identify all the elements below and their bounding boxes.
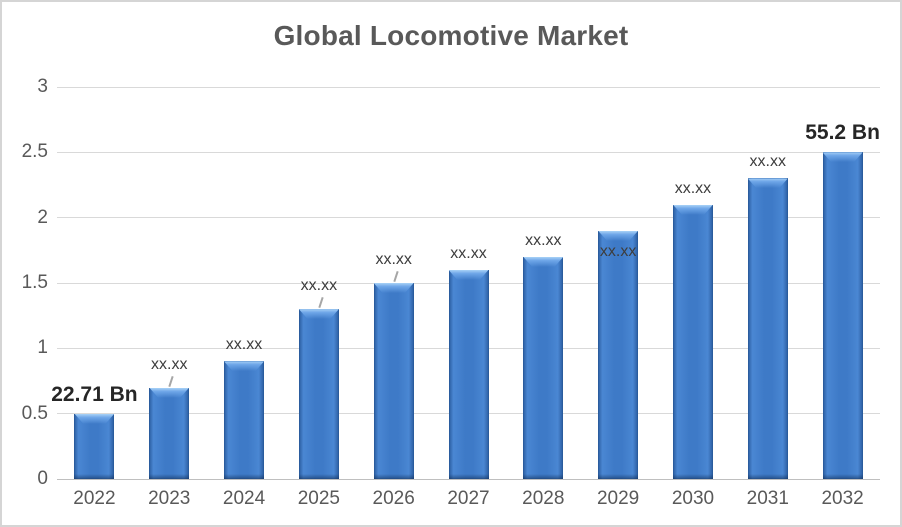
data-label-2028: xx.xx — [525, 231, 562, 249]
x-axis-label-2027: 2027 — [447, 488, 490, 509]
y-axis-tick-label: 1.5 — [21, 272, 48, 293]
x-axis-label-2029: 2029 — [596, 488, 640, 509]
bar-2026 — [373, 283, 414, 479]
bar-2025 — [298, 309, 339, 479]
x-axis-label-2026: 2026 — [372, 488, 415, 509]
gridline-y-3 — [57, 86, 880, 88]
bar-2030 — [672, 204, 713, 480]
bar-2032 — [822, 152, 863, 479]
data-label-2030: xx.xx — [674, 179, 712, 197]
data-label-2026: xx.xx — [375, 251, 412, 268]
data-label-2025: xx.xx — [300, 277, 338, 295]
data-label-2031: xx.xx — [749, 153, 786, 171]
y-axis-tick-label: 2 — [37, 206, 48, 228]
bar-2023 — [149, 387, 190, 480]
y-axis-tick-label: 3 — [37, 76, 48, 97]
bar-2022 — [74, 413, 115, 480]
bar-2027 — [448, 269, 489, 480]
label-leader-line-2025 — [318, 297, 324, 309]
x-axis-label-2028: 2028 — [522, 488, 565, 509]
x-axis-label-2022: 2022 — [73, 488, 116, 509]
x-axis-label-2031: 2031 — [746, 488, 789, 509]
y-axis-tick-label: 0 — [37, 468, 48, 489]
data-label-2029: xx.xx — [599, 242, 637, 260]
x-axis-label-2023: 2023 — [148, 488, 191, 509]
x-axis-label-2024: 2024 — [222, 488, 266, 509]
x-axis-label-2030: 2030 — [671, 488, 715, 509]
x-axis-label-2032: 2032 — [821, 488, 864, 509]
bar-2029 — [598, 230, 639, 480]
bar-2024 — [224, 361, 265, 479]
bar-2028 — [523, 256, 564, 480]
data-label-2023: xx.xx — [150, 355, 188, 373]
x-axis-line — [57, 478, 880, 480]
y-axis-tick-label: 1 — [37, 337, 48, 359]
label-leader-line-2023 — [168, 375, 174, 387]
gridline-y-2 — [57, 217, 880, 219]
chart-title: Global Locomotive Market — [273, 20, 629, 51]
y-axis-tick-label: 2.5 — [21, 141, 48, 163]
data-label-2022: 22.71 Bn — [51, 382, 138, 406]
label-leader-line-2026 — [393, 270, 399, 283]
data-label-2024: xx.xx — [225, 336, 263, 354]
y-axis-tick-label: 0.5 — [21, 402, 48, 424]
gridline-y-2.5 — [57, 151, 880, 153]
bar-2031 — [747, 178, 788, 479]
x-axis-label-2025: 2025 — [297, 488, 340, 509]
data-label-2027: xx.xx — [450, 244, 487, 262]
data-label-2032: 55.2 Bn — [805, 121, 880, 145]
